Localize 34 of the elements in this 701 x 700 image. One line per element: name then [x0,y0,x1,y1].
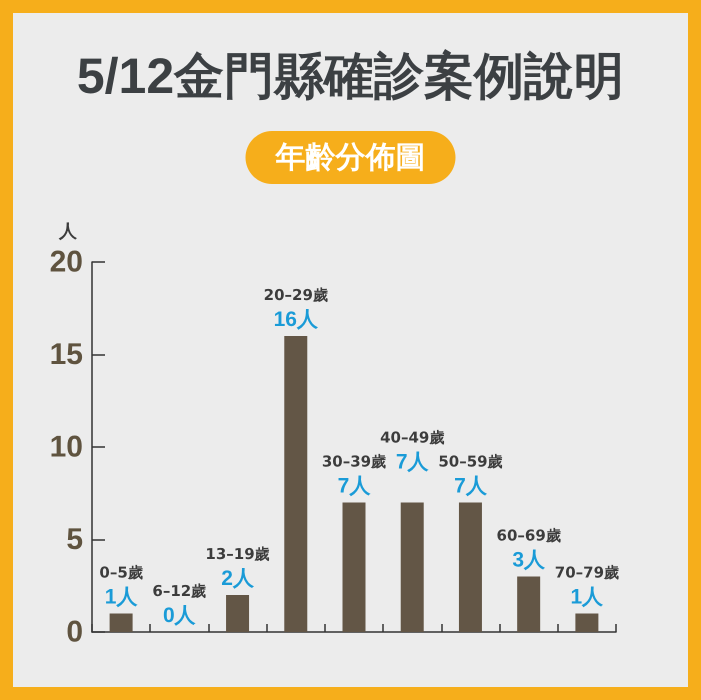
y-tick-label: 15 [50,338,83,371]
y-tick-label: 20 [50,246,83,278]
x-tick-label: 6–12歲 [152,582,206,600]
x-tick-label: 70–79歲 [554,564,620,582]
data-label: 3人 [512,548,546,572]
y-axis-title: 人 [58,221,78,241]
bar [284,336,308,632]
data-label: 7人 [454,474,488,498]
x-tick-label: 13–19歲 [205,545,270,563]
bar [342,502,366,632]
bar [110,614,133,632]
x-tick-label: 0–5歲 [99,564,143,582]
y-tick-label: 0 [66,616,83,648]
data-label: 1人 [104,586,138,608]
y-tick-label: 10 [50,430,83,464]
x-tick-label: 30–39歲 [322,452,386,470]
bar [226,595,250,632]
bar [575,614,598,632]
y-tick-label: 5 [66,523,83,556]
chart-title: 5/12金門縣確診案例說明 [76,48,624,104]
bar [517,576,540,632]
data-label: 2人 [221,567,255,590]
data-label: 16人 [274,308,319,331]
data-label: 1人 [570,586,604,608]
x-tick-label: 60–69歲 [496,526,561,544]
data-label: 7人 [396,450,430,474]
data-label: 7人 [338,474,372,498]
bar [458,502,482,632]
chart-subtitle: 年齡分佈圖 [274,141,426,174]
x-tick-label: 20–29歲 [264,286,328,304]
data-label: 0人 [162,604,197,627]
x-tick-label: 40–49歲 [380,428,444,446]
x-tick-label: 50–59歲 [438,452,503,470]
bar [400,502,424,632]
